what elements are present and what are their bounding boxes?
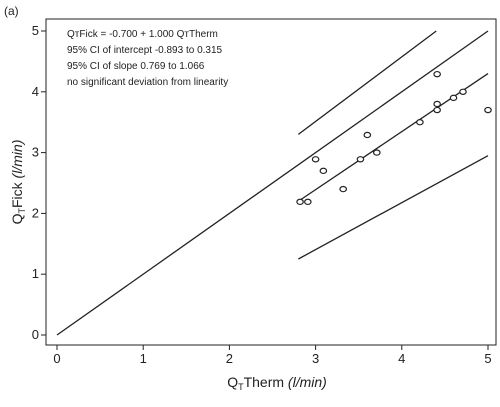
- data-point: [433, 106, 441, 114]
- y-tick-label: 4: [32, 84, 39, 99]
- x-tick-label: 5: [484, 351, 491, 366]
- data-point: [433, 70, 441, 78]
- y-axis-label: QTFick (l/min): [9, 140, 27, 225]
- panel-label: (a): [4, 4, 19, 18]
- annotation-line-slope-ci: 95% CI of slope 0.769 to 1.066: [67, 61, 205, 72]
- x-tick-label: 1: [140, 351, 147, 366]
- axis-ticks: 0 1 2 3 4 5 0 1 2 3 4 5: [32, 23, 492, 366]
- upper-ci-line: [297, 30, 437, 135]
- data-point: [311, 156, 320, 163]
- y-tick-label: 5: [32, 23, 39, 38]
- annotation-line-linearity: no significant deviation from linearity: [67, 77, 228, 88]
- data-point: [416, 118, 424, 126]
- x-axis-label: QTTherm (l/min): [227, 374, 327, 392]
- identity-line: [56, 30, 489, 336]
- regression-line: [297, 73, 489, 202]
- data-point: [459, 88, 467, 96]
- y-tick-label: 1: [32, 266, 39, 281]
- data-point: [373, 149, 381, 156]
- y-tick-label: 2: [32, 205, 39, 220]
- x-tick-label: 0: [53, 351, 60, 366]
- data-point: [433, 100, 441, 108]
- data-point: [449, 94, 458, 102]
- chart-lines: [56, 30, 489, 336]
- data-point: [339, 185, 347, 193]
- plot-area-frame: [45, 18, 497, 346]
- x-tick-label: 2: [226, 351, 233, 366]
- y-tick-label: 0: [32, 327, 39, 342]
- data-point: [319, 167, 328, 175]
- lower-ci-line: [298, 155, 489, 260]
- chart-points: [296, 70, 492, 206]
- data-point: [356, 156, 365, 163]
- x-tick-label: 4: [398, 351, 405, 366]
- x-tick-label: 3: [312, 351, 319, 366]
- y-tick-label: 3: [32, 145, 39, 160]
- data-point: [363, 131, 372, 139]
- data-point: [296, 198, 304, 206]
- annotation-line-intercept-ci: 95% CI of intercept -0.893 to 0.315: [67, 45, 223, 56]
- data-point: [484, 106, 492, 114]
- data-point: [304, 198, 312, 206]
- annotation-box: QᴛFick = -0.700 + 1.000 QᴛTherm 95% CI o…: [67, 29, 228, 88]
- annotation-line-equation: QᴛFick = -0.700 + 1.000 QᴛTherm: [67, 29, 218, 40]
